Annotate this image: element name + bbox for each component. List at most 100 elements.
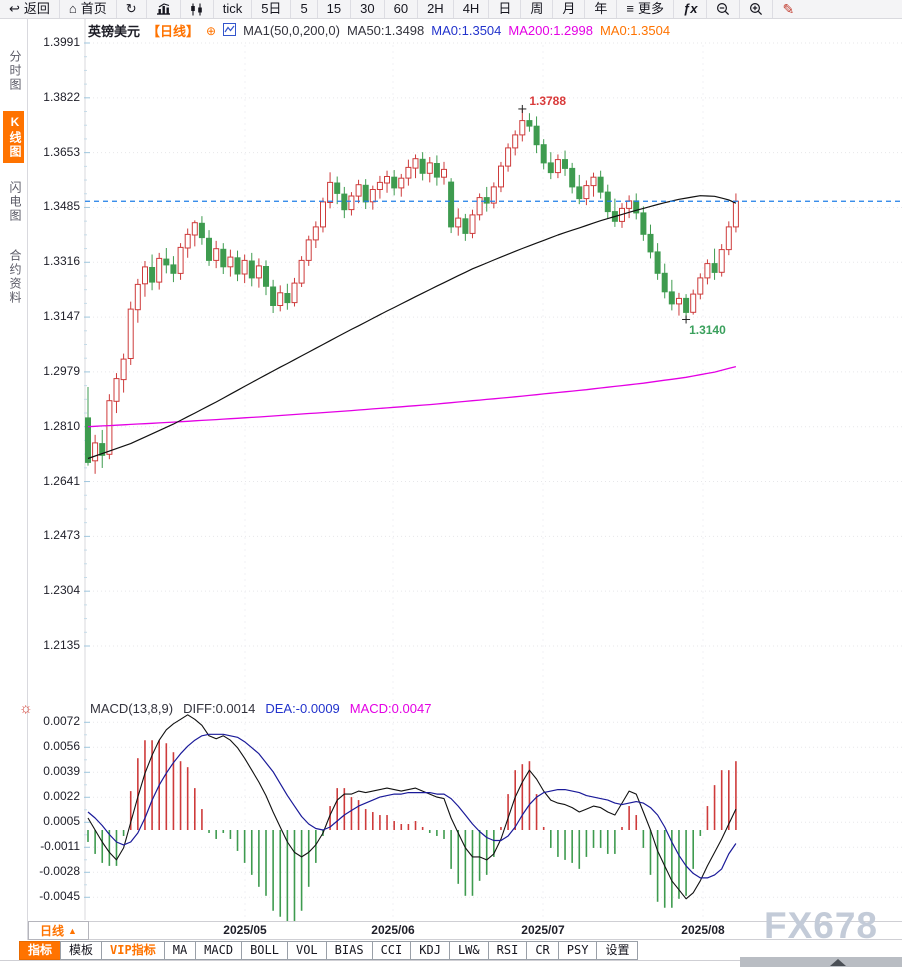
candlestick-chart-type-button[interactable] [181,0,214,18]
back-button[interactable]: ↩ 返回 [0,0,60,18]
tab-ma[interactable]: MA [163,941,197,960]
period-selector-label: 日线 [40,924,65,938]
macd-settings-icon[interactable]: ☼ [19,700,33,717]
toolbar-period-9[interactable]: 月 [553,0,586,18]
symbol-header: 英镑美元 【日线】 ⊕ MA1(50,0,200,0) MA50:1.3498 … [88,21,670,40]
tab-settings[interactable]: 设置 [596,941,639,960]
collapse-handle[interactable] [740,957,902,967]
bar-chart-icon [156,3,171,15]
price-axis-label: 1.3485 [43,199,80,214]
zoom-out-button[interactable] [707,0,741,18]
bottom-divider [0,960,902,961]
toolbar-period-1[interactable]: 5 [291,0,318,18]
sidebar-item-kline-chart[interactable]: K线图 [3,111,24,163]
candlestick-icon [190,3,204,16]
fx-indicator-button[interactable]: ƒx [674,0,708,18]
bar-chart-type-button[interactable] [147,0,181,18]
x-axis-label: 2025/08 [681,923,725,937]
price-axis-label: 1.2810 [43,418,80,433]
tab-cci[interactable]: CCI [371,941,412,960]
toolbar-period-4[interactable]: 60 [385,0,419,18]
indicator-tab-bar: 指标 模板 VIP指标 MA MACD BOLL VOL BIAS CCI KDJ LW& RSI CR… [19,941,639,960]
tab-lwr[interactable]: LW& [448,941,489,960]
price-axis-label: 1.3316 [43,254,80,269]
toolbar-period-3[interactable]: 30 [351,0,385,18]
period-selector[interactable]: 日线 ▲ [28,921,89,940]
price-axis-label: 1.2135 [43,638,80,652]
fx-icon: ƒx [683,1,698,16]
toolbar-period-6[interactable]: 4H [454,0,490,18]
refresh-icon: ↻ [125,1,137,16]
ma0-value-blue: MA0:1.3504 [431,23,502,38]
price-axis-label: 1.3147 [43,309,80,324]
price-axis-label: 1.2979 [43,363,80,378]
tab-cr[interactable]: CR [526,941,559,960]
back-arrow-icon: ↩ [9,1,20,16]
macd-axis-label: -0.0028 [39,864,80,879]
magnifier-minus-icon [716,2,730,16]
diff-value: DIFF:0.0014 [183,701,256,716]
low-price-annotation: 1.3140 [689,323,726,338]
sidebar-item-time-chart[interactable]: 分时图 [8,50,22,92]
toolbar-period-2[interactable]: 15 [318,0,352,18]
more-button[interactable]: ≡ 更多 [617,0,674,18]
tab-templates[interactable]: 模板 [60,941,103,960]
macd-axis-label: 0.0056 [43,739,80,754]
macd-axis-label: 0.0072 [43,714,80,729]
top-toolbar: ↩ 返回 ⌂ 首页 ↻ tick 5日 5 15 30 60 2H 4H 日周月年 ≡ 更多 [0,0,902,19]
sidebar-item-lightning-chart[interactable]: 闪电图 [8,181,22,223]
draw-button[interactable]: ✎ [773,0,803,18]
tab-rsi[interactable]: RSI [487,941,528,960]
tab-indicators[interactable]: 指标 [19,941,62,960]
toolbar-period-7[interactable]: 日 [489,0,522,18]
symbol-name: 英镑美元 [88,24,141,39]
macd-title[interactable]: MACD(13,8,9) [90,701,174,716]
ma-chip-icon[interactable] [223,22,237,39]
sidebar-item-contract-info[interactable]: 合约资料 [8,249,22,305]
tab-boll[interactable]: BOLL [241,941,288,960]
ma50-value: MA50:1.3498 [346,23,425,38]
toolbar-period-8[interactable]: 周 [521,0,554,18]
add-compare-icon[interactable]: ⊕ [206,23,217,38]
ma-settings[interactable]: MA1(50,0,200,0) [243,23,340,38]
tab-vip-indicators[interactable]: VIP指标 [101,941,165,960]
tab-kdj[interactable]: KDJ [410,941,450,960]
magnifier-plus-icon [749,2,763,16]
tab-vol[interactable]: VOL [286,941,327,960]
tab-psy[interactable]: PSY [557,941,598,960]
dea-value: DEA:-0.0009 [265,701,340,716]
macd-header: MACD(13,8,9) DIFF:0.0014 DEA:-0.0009 MAC… [90,701,431,716]
tab-macd[interactable]: MACD [195,941,243,960]
ma0-value-orange: MA0:1.3504 [599,23,671,38]
price-axis-label: 1.2304 [43,583,80,598]
more-label: 更多 [637,1,664,16]
price-axis-label: 1.3653 [43,144,80,159]
period-button-group: 5日 5 15 30 60 2H 4H 日周月年 [252,0,618,18]
toolbar-period-10[interactable]: 年 [585,0,618,18]
toolbar-period-5[interactable]: 2H [418,0,454,18]
toolbar-period-0[interactable]: 5日 [252,0,292,18]
macd-axis-label: 0.0022 [43,789,80,804]
x-axis-label: 2025/06 [371,923,415,937]
tab-bias[interactable]: BIAS [325,941,373,960]
period-tick-label: tick [222,1,243,16]
period-tick-button[interactable]: tick [214,0,253,18]
pencil-icon: ✎ [782,1,795,17]
period-tag: 【日线】 [147,24,200,39]
menu-icon: ≡ [626,1,634,16]
macd-axis-label: -0.0045 [39,889,80,904]
x-axis-label: 2025/07 [521,923,565,937]
watermark: FX678 [764,905,879,946]
home-button[interactable]: ⌂ 首页 [60,0,117,18]
price-axis-label: 1.2473 [43,528,80,543]
macd-axis-label: 0.0039 [43,764,80,779]
chart-type-sidebar: 分时图 K线图闪电图合约资料 [0,19,28,940]
home-label: 首页 [80,1,107,16]
refresh-button[interactable]: ↻ [117,0,147,18]
x-axis-row [28,921,902,940]
zoom-in-button[interactable] [740,0,774,18]
x-axis-label: 2025/05 [223,923,267,937]
high-price-annotation: 1.3788 [529,93,567,108]
